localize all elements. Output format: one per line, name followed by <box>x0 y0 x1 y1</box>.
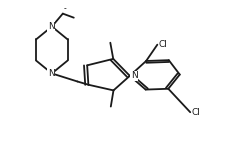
Text: -: - <box>63 4 66 13</box>
Text: N: N <box>131 71 138 80</box>
Text: Cl: Cl <box>191 108 200 117</box>
Text: N: N <box>48 22 54 31</box>
Text: N: N <box>48 69 54 78</box>
Text: Cl: Cl <box>159 40 167 49</box>
